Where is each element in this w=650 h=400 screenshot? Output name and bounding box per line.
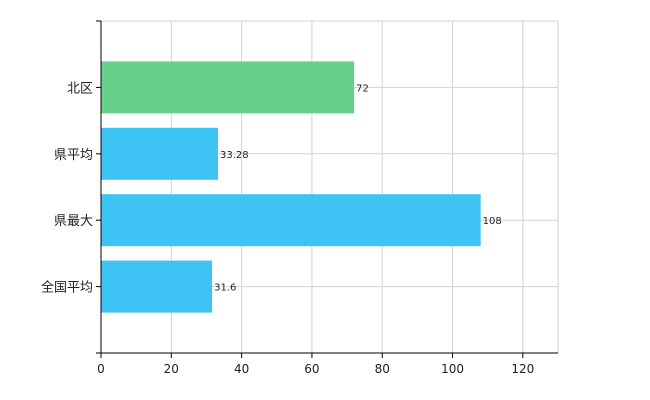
x-tick-label: 80	[375, 362, 390, 376]
x-tick-label: 40	[234, 362, 249, 376]
data-label: 72	[356, 83, 369, 94]
bar	[101, 61, 355, 114]
x-tick-label: 0	[97, 362, 105, 376]
category-label: 北区	[67, 81, 93, 96]
data-label: 108	[483, 216, 502, 227]
bars	[101, 61, 481, 313]
x-tick-label: 60	[304, 362, 319, 376]
category-label: 全国平均	[41, 280, 93, 296]
x-tick-label: 120	[511, 362, 534, 376]
category-label: 県最大	[54, 214, 93, 229]
data-label: 33.28	[220, 150, 249, 161]
category-label: 県平均	[54, 148, 93, 163]
axes	[96, 20, 558, 358]
bar	[101, 194, 481, 247]
bar	[101, 127, 218, 180]
x-tick-label: 100	[441, 362, 464, 376]
data-label: 31.6	[214, 283, 236, 294]
x-tick-label: 20	[164, 362, 179, 376]
bar	[101, 260, 213, 313]
